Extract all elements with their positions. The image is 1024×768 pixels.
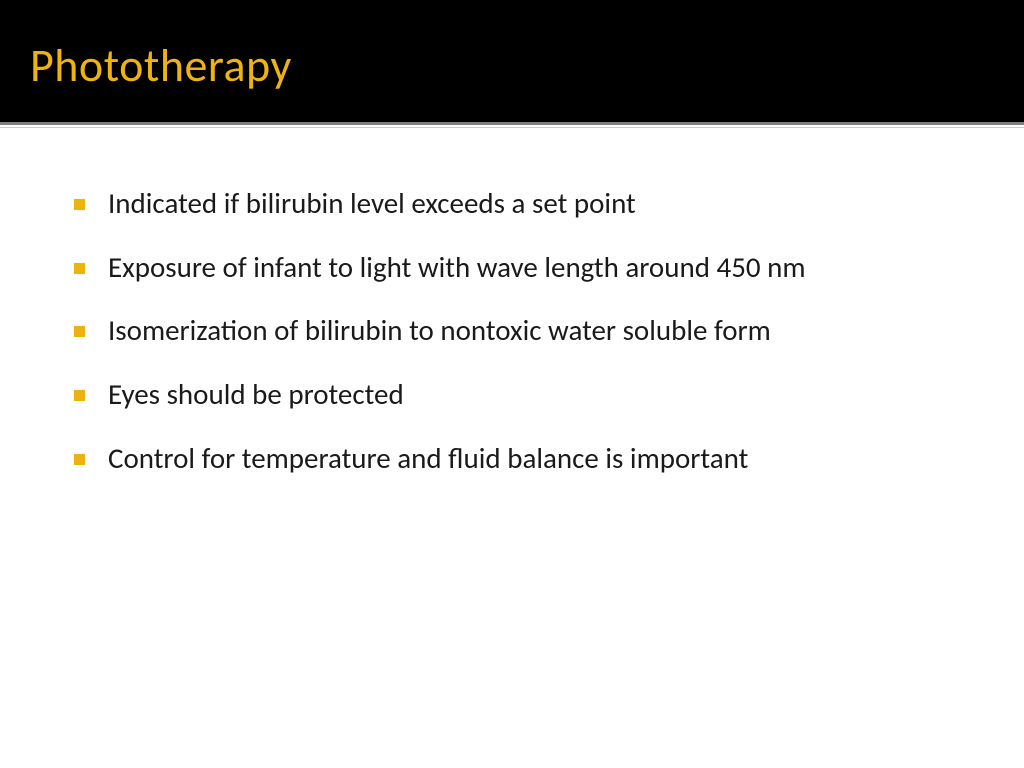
- list-item: Isomerization of bilirubin to nontoxic w…: [70, 312, 954, 350]
- list-item: Control for temperature and fluid balanc…: [70, 440, 954, 478]
- list-item: Exposure of infant to light with wave le…: [70, 249, 954, 287]
- slide: Phototherapy Indicated if bilirubin leve…: [0, 0, 1024, 768]
- list-item: Eyes should be protected: [70, 376, 954, 414]
- bullet-list: Indicated if bilirubin level exceeds a s…: [70, 185, 954, 477]
- slide-title: Phototherapy: [30, 38, 994, 94]
- list-item: Indicated if bilirubin level exceeds a s…: [70, 185, 954, 223]
- title-bar: Phototherapy: [0, 0, 1024, 125]
- slide-content: Indicated if bilirubin level exceeds a s…: [0, 125, 1024, 768]
